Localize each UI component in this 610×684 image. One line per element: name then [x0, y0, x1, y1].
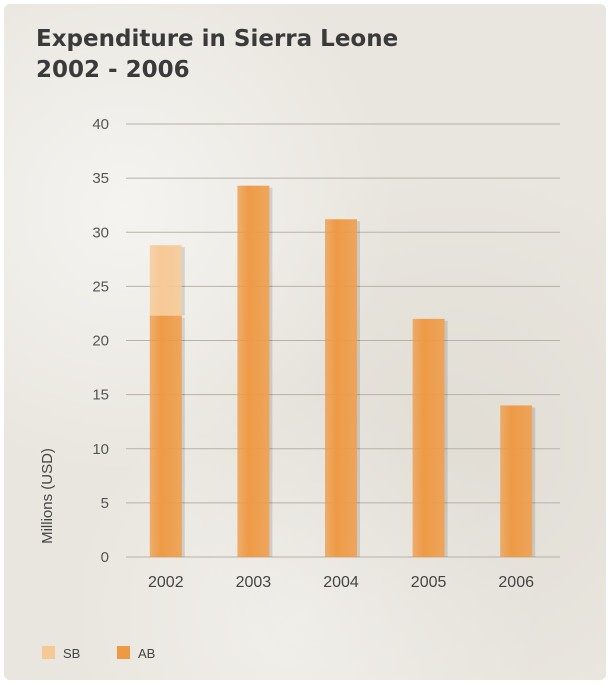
bar-ab-2005 [412, 318, 445, 557]
chart-title-line1: Expenditure in Sierra Leone [36, 26, 399, 52]
bar-sb-2002 [149, 245, 182, 316]
y-tick-label: 35 [92, 170, 109, 187]
bar-shadow [357, 221, 360, 557]
y-tick-label: 40 [92, 116, 109, 133]
y-tick-label: 0 [101, 549, 109, 566]
bar-ab-2003 [237, 185, 270, 557]
y-tick-label: 15 [92, 387, 109, 404]
x-tick-label: 2004 [323, 574, 359, 591]
legend-label-sb: SB [63, 646, 80, 661]
bar-shadow [181, 247, 185, 316]
bar-ab-2006 [500, 405, 533, 557]
legend-swatch-ab [117, 646, 130, 659]
chart-title-line2: 2002 - 2006 [36, 57, 190, 83]
bar-shadow [269, 187, 273, 557]
y-tick-label: 5 [101, 495, 109, 512]
legend-swatch-sb [42, 646, 55, 659]
x-tick-label: 2006 [498, 574, 534, 591]
x-tick-label: 2003 [236, 574, 272, 591]
bars [149, 185, 536, 557]
bar-shadow [181, 317, 185, 557]
y-axis-ticks: 0 5 10 15 20 25 30 35 40 [92, 116, 109, 566]
chart-title: Expenditure in Sierra Leone 2002 - 2006 [36, 24, 398, 86]
bar-ab-2004 [325, 219, 357, 557]
bar-shadow [444, 320, 448, 557]
y-tick-label: 30 [92, 224, 109, 241]
chart-card [4, 4, 606, 680]
bar-shadow [532, 407, 536, 557]
legend: SB AB [42, 646, 155, 661]
x-tick-label: 2002 [148, 574, 184, 591]
legend-label-ab: AB [138, 646, 155, 661]
x-axis-ticks: 2002 2003 2004 2005 2006 [148, 574, 534, 591]
bar-ab-2002 [149, 315, 182, 557]
x-tick-label: 2005 [411, 574, 447, 591]
y-tick-label: 20 [92, 333, 109, 350]
y-tick-label: 10 [92, 441, 109, 458]
y-tick-label: 25 [92, 278, 109, 295]
y-axis-label: Millions (USD) [39, 448, 56, 544]
